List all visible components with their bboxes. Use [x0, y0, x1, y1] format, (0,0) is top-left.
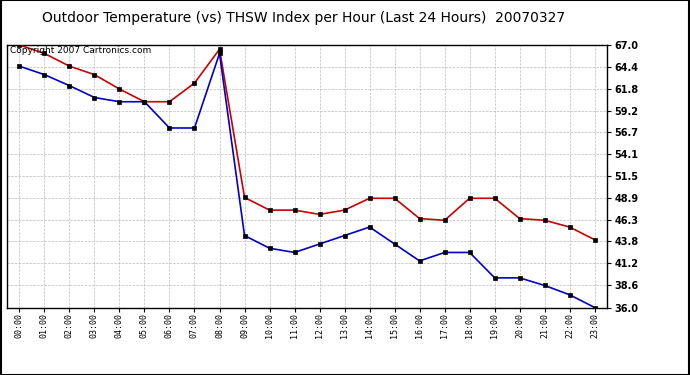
Text: Outdoor Temperature (vs) THSW Index per Hour (Last 24 Hours)  20070327: Outdoor Temperature (vs) THSW Index per … — [42, 11, 565, 25]
Text: Copyright 2007 Cartronics.com: Copyright 2007 Cartronics.com — [10, 46, 151, 56]
